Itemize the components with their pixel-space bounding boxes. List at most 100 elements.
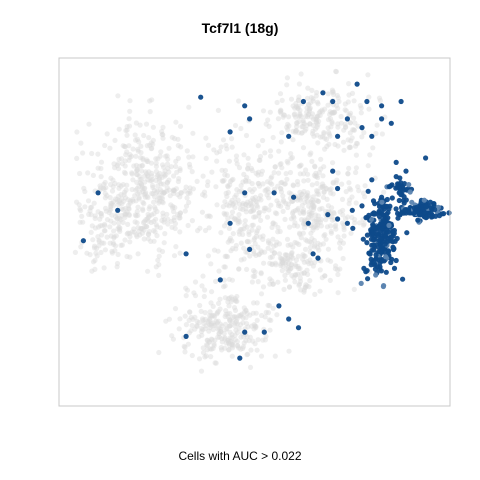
background-cell-point xyxy=(286,114,292,120)
background-cell-point xyxy=(111,241,117,247)
background-cell-point xyxy=(252,194,258,200)
background-cell-point xyxy=(342,216,349,222)
background-cell-point xyxy=(317,108,323,115)
background-cell-point xyxy=(78,140,84,146)
highlighted-cell-point xyxy=(384,196,390,203)
background-cell-point xyxy=(308,260,314,266)
background-cell-point xyxy=(288,155,294,162)
background-cell-point xyxy=(310,225,316,231)
background-cell-point xyxy=(309,210,315,216)
background-cell-point xyxy=(329,205,335,211)
background-cell-point xyxy=(322,273,328,279)
highlighted-cell-point xyxy=(383,269,389,275)
background-cell-point xyxy=(87,252,93,258)
background-cell-point xyxy=(206,213,212,219)
background-cell-point xyxy=(161,217,168,223)
background-cell-point xyxy=(238,183,244,189)
background-cell-point xyxy=(207,317,213,323)
background-cell-point xyxy=(352,143,359,149)
background-cell-point xyxy=(304,109,310,115)
highlighted-cell-point xyxy=(378,236,384,242)
background-cell-point xyxy=(297,197,303,203)
background-cell-point xyxy=(240,200,246,206)
background-cell-point xyxy=(209,169,215,175)
background-cell-point xyxy=(190,130,196,136)
background-cell-point xyxy=(346,92,352,98)
background-cell-point xyxy=(143,223,149,230)
background-cell-point xyxy=(148,146,154,152)
background-cell-point xyxy=(153,160,159,166)
background-cell-point xyxy=(143,169,149,175)
background-cell-point xyxy=(229,335,235,341)
background-cell-point xyxy=(205,320,211,326)
background-cell-point xyxy=(285,204,291,211)
background-cell-point xyxy=(123,195,129,201)
background-cell-point xyxy=(271,170,277,176)
background-cell-point xyxy=(317,288,323,294)
background-cell-point xyxy=(238,240,244,246)
background-cell-point xyxy=(236,345,242,351)
background-cell-point xyxy=(109,248,115,254)
background-cell-point xyxy=(305,101,312,107)
background-cell-point xyxy=(252,273,258,279)
background-cell-point xyxy=(352,220,358,226)
background-cell-point xyxy=(88,212,94,218)
background-cell-point xyxy=(230,341,236,347)
background-cell-point xyxy=(139,184,145,190)
background-cell-point xyxy=(153,216,159,222)
background-cell-point xyxy=(109,250,115,256)
background-cell-point xyxy=(352,216,358,223)
background-cell-point xyxy=(258,353,265,359)
background-cell-point xyxy=(343,108,349,114)
background-cell-point xyxy=(194,318,200,325)
background-cell-point xyxy=(256,251,263,257)
background-cell-point xyxy=(160,135,166,141)
background-cell-point xyxy=(148,160,155,166)
background-cell-point xyxy=(97,223,103,229)
background-cell-point xyxy=(198,368,205,374)
background-cell-point xyxy=(302,128,308,134)
background-cell-point xyxy=(248,201,254,207)
background-cell-point xyxy=(243,307,249,313)
background-cell-point xyxy=(162,173,168,179)
background-cell-point xyxy=(172,136,178,142)
background-cell-point xyxy=(327,223,334,229)
background-cell-point xyxy=(103,208,109,214)
background-cell-point xyxy=(306,211,312,218)
background-cell-point xyxy=(189,352,195,359)
background-cell-point xyxy=(345,171,351,177)
background-cell-point xyxy=(92,257,98,263)
highlighted-cell-point xyxy=(390,244,396,250)
background-cell-point xyxy=(144,224,150,230)
background-cell-point xyxy=(132,132,138,138)
background-cell-point xyxy=(302,253,308,259)
background-cell-point xyxy=(304,122,310,129)
highlighted-cell-point xyxy=(360,236,366,242)
background-cell-point xyxy=(221,284,227,290)
background-cell-point xyxy=(131,226,137,232)
background-cell-point xyxy=(172,225,178,232)
background-cell-point xyxy=(118,156,125,162)
background-cell-point xyxy=(177,316,183,322)
background-cell-point xyxy=(327,187,333,193)
background-cell-point xyxy=(135,191,141,197)
background-cell-point xyxy=(183,203,190,209)
background-cell-point xyxy=(115,93,121,99)
background-cell-point xyxy=(96,243,102,249)
background-cell-point xyxy=(183,184,189,190)
highlighted-cell-point xyxy=(364,98,370,105)
background-cell-point xyxy=(156,253,162,259)
background-cell-point xyxy=(329,119,335,125)
background-cell-point xyxy=(214,311,220,317)
background-cell-point xyxy=(314,188,320,194)
background-cell-point xyxy=(146,135,152,141)
background-cell-point xyxy=(127,234,133,240)
highlighted-cell-point xyxy=(80,238,86,244)
background-cell-point xyxy=(249,222,255,228)
background-cell-point xyxy=(329,217,335,223)
background-cell-point xyxy=(164,188,170,194)
background-cell-point xyxy=(290,103,296,109)
background-cell-point xyxy=(301,121,307,127)
highlighted-cell-point xyxy=(261,329,267,335)
background-cell-point xyxy=(295,97,301,103)
